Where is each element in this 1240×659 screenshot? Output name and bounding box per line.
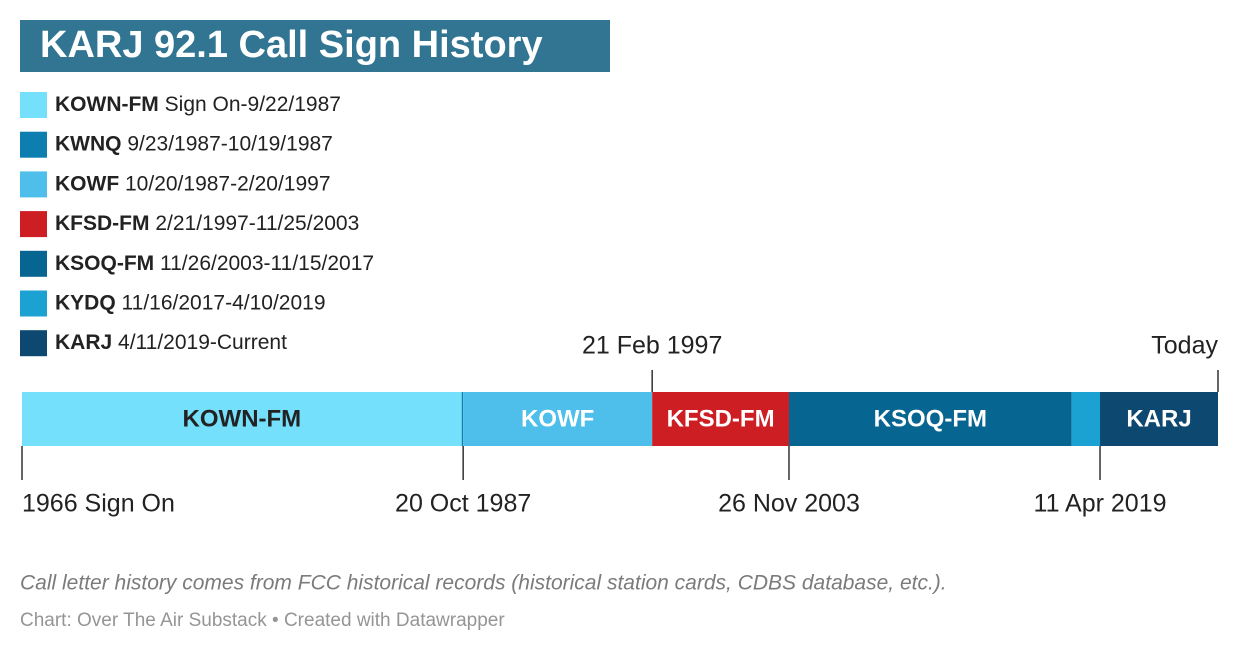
legend-name: KYDQ [55,291,116,314]
legend-range: 10/20/1987-2/20/1997 [125,172,331,195]
legend-range: 11/16/2017-4/10/2019 [122,291,326,314]
chart-title: KARJ 92.1 Call Sign History [40,24,543,66]
legend-entry: KOWN-FM Sign On-9/22/1987 [55,93,341,116]
segment [463,392,653,446]
legend-range: 9/23/1987-10/19/1987 [127,132,333,155]
tick-label: 21 Feb 1997 [582,332,722,360]
tick-label: 11 Apr 2019 [1034,490,1167,518]
legend-swatch [20,250,47,277]
legend-swatch [20,131,47,158]
segment-label: KOWF [521,405,594,432]
source: Chart: Over The Air Substack • Created w… [20,610,505,631]
legend-name: KARJ [55,331,112,354]
notes: Call letter history comes from FCC histo… [20,572,947,595]
tick-label: 26 Nov 2003 [718,490,860,518]
tick-label: 20 Oct 1987 [395,490,531,518]
legend-entry: KARJ 4/11/2019-Current [55,331,287,354]
legend-entry: KFSD-FM 2/21/1997-11/25/2003 [55,212,359,235]
legend-swatch [20,92,47,118]
segment [461,392,464,446]
legend-range: 4/11/2019-Current [118,331,287,354]
legend-name: KSOQ-FM [55,251,154,274]
segment [788,392,1072,446]
segment-label: KARJ [1126,405,1191,432]
segment-label: KOWN-FM [183,405,302,432]
legend-entry: KOWF 10/20/1987-2/20/1997 [55,172,331,195]
legend-entry: KWNQ 9/23/1987-10/19/1987 [55,132,333,155]
legend-name: KOWF [55,172,119,195]
segment-label: KSOQ-FM [874,405,987,432]
segment [652,392,789,446]
segment-label: KFSD-FM [667,405,775,432]
legend-name: KOWN-FM [55,93,159,116]
legend-range: Sign On-9/22/1987 [165,93,341,116]
legend-swatch [20,211,47,238]
segment [1071,392,1101,446]
segment [22,392,462,446]
legend-entry: KSOQ-FM 11/26/2003-11/15/2017 [55,251,374,274]
legend-swatch [20,290,47,317]
legend-swatch [20,330,47,357]
legend-name: KWNQ [55,132,122,155]
legend-range: 11/26/2003-11/15/2017 [160,251,374,274]
tick-label: Today [1151,332,1218,360]
segment [1100,392,1218,446]
tick-label: 1966 Sign On [22,490,175,518]
legend-entry: KYDQ 11/16/2017-4/10/2019 [55,291,326,314]
legend-name: KFSD-FM [55,212,149,235]
legend-range: 2/21/1997-11/25/2003 [155,212,359,235]
legend-swatch [20,171,47,198]
title-background [20,20,610,72]
